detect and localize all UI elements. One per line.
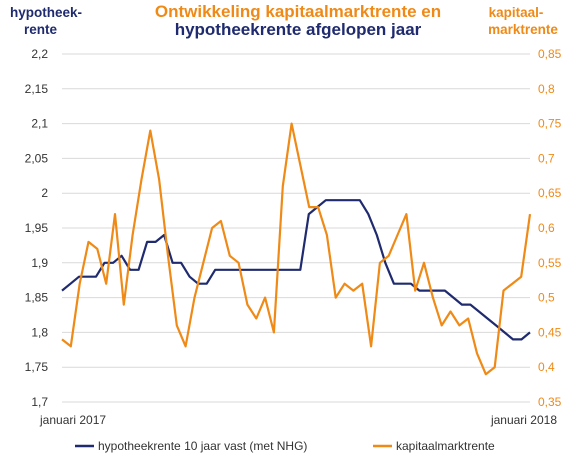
right-tick-label: 0,45	[538, 325, 562, 339]
series-lines	[61, 122, 532, 376]
right-axis-title-line-1: kapitaal-	[489, 5, 544, 20]
left-tick-label: 2,15	[25, 82, 49, 96]
right-tick-label: 0,85	[538, 47, 562, 61]
right-tick-label: 0,6	[538, 221, 555, 235]
right-axis-ticks: 0,35 0,4 0,45 0,5 0,55 0,6 0,65 0,7 0,75 0,8 0,85	[538, 47, 562, 409]
series-line-hypotheekrente	[61, 199, 531, 341]
left-tick-label: 2,1	[31, 117, 48, 131]
left-tick-label: 1,7	[31, 395, 48, 409]
left-tick-label: 2	[41, 186, 48, 200]
right-tick-label: 0,5	[538, 291, 555, 305]
left-tick-label: 1,9	[31, 256, 48, 270]
right-tick-label: 0,7	[538, 151, 555, 165]
chart-title-line-1: Ontwikkeling kapitaalmarktrente en	[155, 2, 441, 21]
legend-label-kapitaalmarktrente: kapitaalmarktrente	[396, 439, 495, 453]
x-axis-label-end: januari 2018	[490, 413, 557, 427]
right-tick-label: 0,55	[538, 256, 562, 270]
left-tick-label: 1,85	[25, 291, 49, 305]
series-line-kapitaalmarktrente	[61, 122, 532, 376]
right-tick-label: 0,75	[538, 117, 562, 131]
right-tick-label: 0,65	[538, 186, 562, 200]
left-axis-title-line-1: hypotheek-	[10, 5, 82, 20]
left-tick-label: 1,95	[25, 221, 49, 235]
left-axis-title-line-2: rente	[24, 22, 58, 37]
legend-label-hypotheekrente: hypotheekrente 10 jaar vast (met NHG)	[98, 439, 307, 453]
right-tick-label: 0,8	[538, 82, 555, 96]
legend: hypotheekrente 10 jaar vast (met NHG) ka…	[75, 439, 495, 453]
left-tick-label: 1,75	[25, 360, 49, 374]
right-axis-title-line-2: marktrente	[488, 22, 558, 37]
right-tick-label: 0,35	[538, 395, 562, 409]
left-axis-ticks: 1,7 1,75 1,8 1,85 1,9 1,95 2 2,05 2,1 2,15 2,2	[25, 47, 49, 409]
left-tick-label: 1,8	[31, 325, 48, 339]
chart-title-line-2: hypotheekrente afgelopen jaar	[175, 20, 422, 39]
gridlines	[62, 53, 530, 403]
x-axis-label-start: januari 2017	[39, 413, 106, 427]
right-tick-label: 0,4	[538, 360, 555, 374]
left-tick-label: 2,05	[25, 151, 49, 165]
left-tick-label: 2,2	[31, 47, 48, 61]
